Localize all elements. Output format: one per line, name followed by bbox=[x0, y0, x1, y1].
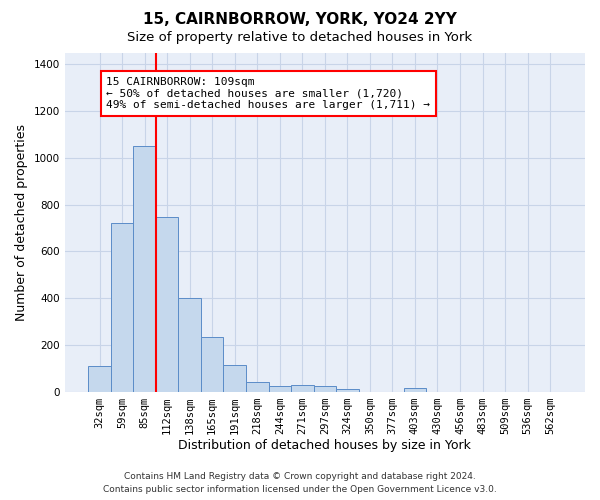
Bar bbox=[246, 382, 269, 392]
Bar bbox=[223, 366, 246, 392]
Bar bbox=[111, 222, 133, 392]
Bar bbox=[269, 386, 291, 392]
Bar bbox=[201, 336, 223, 392]
Text: 15, CAIRNBORROW, YORK, YO24 2YY: 15, CAIRNBORROW, YORK, YO24 2YY bbox=[143, 12, 457, 28]
Text: Contains HM Land Registry data © Crown copyright and database right 2024.
Contai: Contains HM Land Registry data © Crown c… bbox=[103, 472, 497, 494]
Bar bbox=[88, 366, 111, 392]
Bar bbox=[156, 216, 178, 392]
Text: Size of property relative to detached houses in York: Size of property relative to detached ho… bbox=[127, 31, 473, 44]
X-axis label: Distribution of detached houses by size in York: Distribution of detached houses by size … bbox=[178, 440, 471, 452]
Bar bbox=[336, 389, 359, 392]
Bar bbox=[133, 146, 156, 392]
Text: 15 CAIRNBORROW: 109sqm
← 50% of detached houses are smaller (1,720)
49% of semi-: 15 CAIRNBORROW: 109sqm ← 50% of detached… bbox=[106, 77, 430, 110]
Bar bbox=[404, 388, 426, 392]
Y-axis label: Number of detached properties: Number of detached properties bbox=[15, 124, 28, 320]
Bar bbox=[314, 386, 336, 392]
Bar bbox=[291, 385, 314, 392]
Bar bbox=[178, 298, 201, 392]
